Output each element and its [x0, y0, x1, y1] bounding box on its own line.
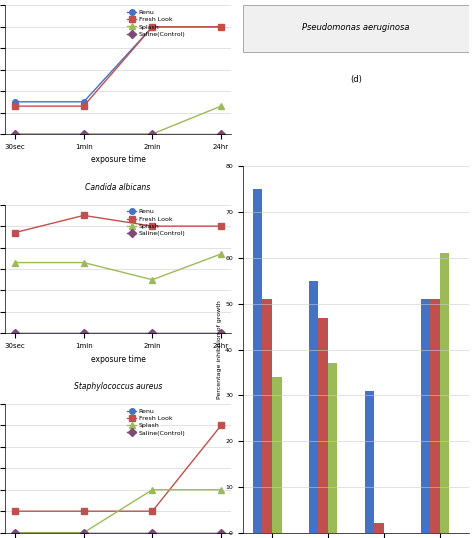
Splash [12, 131, 18, 137]
Splash [218, 103, 224, 109]
Renu [12, 98, 18, 105]
Bar [374, 523, 384, 533]
Line: Renu: Renu [12, 330, 224, 336]
Line: Renu: Renu [12, 24, 224, 104]
Fresh Look [12, 229, 18, 236]
Renu [149, 330, 155, 337]
Saline(Control) [81, 131, 87, 137]
Renu [218, 330, 224, 337]
Renu [149, 24, 155, 30]
Splash [12, 529, 18, 536]
Text: (b): (b) [113, 404, 123, 413]
Bar [440, 253, 449, 533]
Bar [319, 317, 328, 533]
Fresh Look [12, 103, 18, 109]
Splash [81, 131, 87, 137]
Splash [218, 486, 224, 493]
Text: (d): (d) [350, 75, 362, 84]
Saline(Control) [149, 330, 155, 337]
Line: Saline(Control): Saline(Control) [12, 131, 224, 137]
X-axis label: exposure time: exposure time [91, 355, 146, 364]
Line: Splash: Splash [12, 487, 224, 535]
Splash [12, 259, 18, 266]
X-axis label: exposure time: exposure time [91, 155, 146, 164]
Text: Staphylococcus aureus: Staphylococcus aureus [74, 382, 162, 391]
Saline(Control) [12, 529, 18, 536]
Line: Saline(Control): Saline(Control) [12, 330, 224, 336]
Text: Pseudomonas aeruginosa: Pseudomonas aeruginosa [302, 24, 410, 32]
Fresh Look [149, 24, 155, 30]
Bar [365, 391, 374, 533]
Fresh Look [81, 508, 87, 514]
Renu [12, 330, 18, 337]
Splash [149, 131, 155, 137]
Splash [149, 277, 155, 283]
Line: Fresh Look: Fresh Look [12, 24, 224, 109]
Line: Saline(Control): Saline(Control) [12, 530, 224, 535]
Text: (a): (a) [113, 204, 123, 214]
Renu [81, 529, 87, 536]
Saline(Control) [12, 330, 18, 337]
Fresh Look [12, 508, 18, 514]
Saline(Control) [218, 529, 224, 536]
Fresh Look [81, 212, 87, 218]
Fresh Look [149, 508, 155, 514]
Line: Renu: Renu [12, 530, 224, 535]
Saline(Control) [12, 131, 18, 137]
Renu [81, 330, 87, 337]
Text: Candida albicans: Candida albicans [85, 183, 151, 192]
Bar [430, 299, 440, 533]
Bar [243, 5, 469, 52]
Splash [218, 251, 224, 257]
Fresh Look [218, 24, 224, 30]
Y-axis label: Percentage inhibition of growth: Percentage inhibition of growth [217, 300, 222, 399]
Renu [218, 529, 224, 536]
Legend: Renu, Fresh Look, Splash, Saline(Control): Renu, Fresh Look, Splash, Saline(Control… [126, 407, 187, 437]
Fresh Look [218, 422, 224, 429]
Fresh Look [218, 223, 224, 229]
Bar [421, 299, 430, 533]
Renu [218, 24, 224, 30]
Line: Splash: Splash [12, 103, 224, 137]
Legend: Renu, Fresh Look, Splash, Saline(Control): Renu, Fresh Look, Splash, Saline(Control… [126, 208, 187, 237]
Bar [309, 281, 319, 533]
Line: Fresh Look: Fresh Look [12, 213, 224, 235]
Splash [149, 486, 155, 493]
Saline(Control) [149, 131, 155, 137]
Splash [81, 259, 87, 266]
Renu [149, 529, 155, 536]
Saline(Control) [81, 330, 87, 337]
Line: Splash: Splash [12, 251, 224, 282]
Saline(Control) [218, 131, 224, 137]
Bar [253, 189, 263, 533]
Saline(Control) [81, 529, 87, 536]
Renu [81, 98, 87, 105]
Fresh Look [81, 103, 87, 109]
Bar [328, 363, 337, 533]
Saline(Control) [149, 529, 155, 536]
Renu [12, 529, 18, 536]
Splash [81, 529, 87, 536]
Line: Fresh Look: Fresh Look [12, 423, 224, 514]
Bar [272, 377, 282, 533]
Bar [263, 299, 272, 533]
Saline(Control) [218, 330, 224, 337]
Fresh Look [149, 223, 155, 229]
Legend: Renu, Fresh Look, Splash, Saline(Control): Renu, Fresh Look, Splash, Saline(Control… [126, 9, 187, 38]
